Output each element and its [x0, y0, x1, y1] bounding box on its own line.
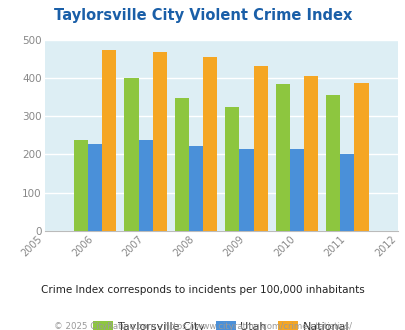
- Bar: [303, 76, 318, 231]
- Text: Crime Index corresponds to incidents per 100,000 inhabitants: Crime Index corresponds to incidents per…: [41, 285, 364, 295]
- Bar: [74, 140, 88, 231]
- Bar: [202, 57, 217, 231]
- Text: Taylorsville City Violent Crime Index: Taylorsville City Violent Crime Index: [54, 8, 351, 23]
- Bar: [354, 83, 368, 231]
- Bar: [188, 146, 202, 231]
- Bar: [275, 83, 289, 231]
- Bar: [253, 66, 267, 231]
- Bar: [88, 144, 102, 231]
- Bar: [289, 149, 303, 231]
- Text: © 2025 CityRating.com - https://www.cityrating.com/crime-statistics/: © 2025 CityRating.com - https://www.city…: [54, 322, 351, 330]
- Bar: [239, 149, 253, 231]
- Legend: Taylorsville City, Utah, National: Taylorsville City, Utah, National: [89, 317, 353, 330]
- Bar: [138, 140, 152, 231]
- Bar: [152, 52, 166, 231]
- Bar: [175, 98, 188, 231]
- Bar: [225, 107, 239, 231]
- Bar: [124, 78, 138, 231]
- Bar: [102, 50, 116, 231]
- Bar: [326, 95, 339, 231]
- Bar: [339, 154, 354, 231]
